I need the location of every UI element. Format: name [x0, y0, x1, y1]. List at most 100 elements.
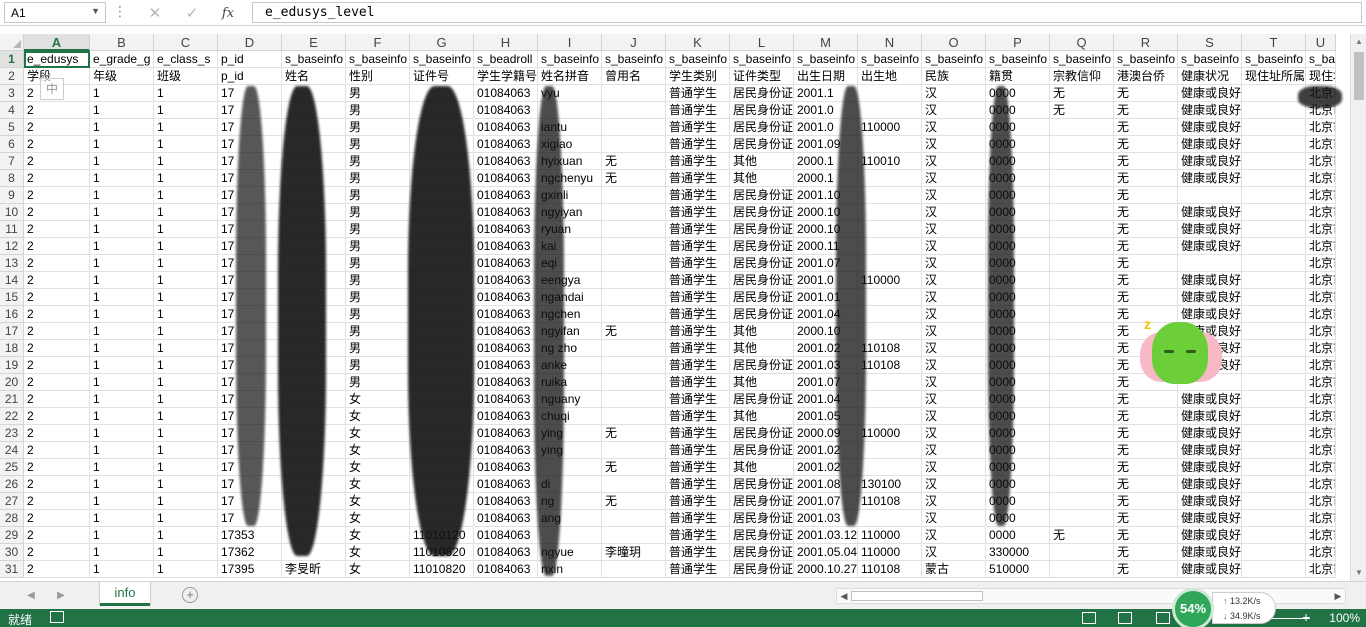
- cell-f15[interactable]: 男: [346, 289, 410, 306]
- row-header[interactable]: 19: [0, 357, 24, 374]
- cell-g1[interactable]: s_baseinfo: [410, 51, 474, 68]
- cell-q22[interactable]: [1050, 408, 1114, 425]
- cell-f18[interactable]: 男: [346, 340, 410, 357]
- cell-b21[interactable]: 1: [90, 391, 154, 408]
- cell-b15[interactable]: 1: [90, 289, 154, 306]
- cell-n18[interactable]: 110108: [858, 340, 922, 357]
- cell-n3[interactable]: [858, 85, 922, 102]
- cell-h7[interactable]: 01084063: [474, 153, 538, 170]
- row-header[interactable]: 11: [0, 221, 24, 238]
- cell-n5[interactable]: 110000: [858, 119, 922, 136]
- cell-u13[interactable]: 北京市: [1306, 255, 1336, 272]
- cell-r28[interactable]: 无: [1114, 510, 1178, 527]
- chevron-down-icon[interactable]: ▼: [91, 6, 100, 16]
- cell-f19[interactable]: 男: [346, 357, 410, 374]
- cell-q11[interactable]: [1050, 221, 1114, 238]
- cell-o11[interactable]: 汉: [922, 221, 986, 238]
- cell-n19[interactable]: 110108: [858, 357, 922, 374]
- cell-k8[interactable]: 普通学生: [666, 170, 730, 187]
- row-header[interactable]: 6: [0, 136, 24, 153]
- cell-b25[interactable]: 1: [90, 459, 154, 476]
- cell-h31[interactable]: 01084063: [474, 561, 538, 578]
- cell-f5[interactable]: 男: [346, 119, 410, 136]
- cell-l22[interactable]: 其他: [730, 408, 794, 425]
- cell-h12[interactable]: 01084063: [474, 238, 538, 255]
- cell-q25[interactable]: [1050, 459, 1114, 476]
- cell-t20[interactable]: [1242, 374, 1306, 391]
- cell-k23[interactable]: 普通学生: [666, 425, 730, 442]
- cell-s12[interactable]: 健康或良好: [1178, 238, 1242, 255]
- cell-f9[interactable]: 男: [346, 187, 410, 204]
- cell-c27[interactable]: 1: [154, 493, 218, 510]
- cell-m1[interactable]: s_baseinfo: [794, 51, 858, 68]
- cell-j31[interactable]: [602, 561, 666, 578]
- cell-q6[interactable]: [1050, 136, 1114, 153]
- row-header[interactable]: 8: [0, 170, 24, 187]
- row-header[interactable]: 27: [0, 493, 24, 510]
- column-header-e[interactable]: E: [282, 34, 346, 51]
- column-header-t[interactable]: T: [1242, 34, 1306, 51]
- cell-f14[interactable]: 男: [346, 272, 410, 289]
- cell-b22[interactable]: 1: [90, 408, 154, 425]
- cell-r14[interactable]: 无: [1114, 272, 1178, 289]
- cell-b1[interactable]: e_grade_g: [90, 51, 154, 68]
- cell-j11[interactable]: [602, 221, 666, 238]
- cell-h10[interactable]: 01084063: [474, 204, 538, 221]
- cell-s13[interactable]: [1178, 255, 1242, 272]
- cell-f2[interactable]: 性别: [346, 68, 410, 85]
- cell-k22[interactable]: 普通学生: [666, 408, 730, 425]
- cell-o6[interactable]: 汉: [922, 136, 986, 153]
- cell-a13[interactable]: 2: [24, 255, 90, 272]
- formula-input[interactable]: e_edusys_level: [252, 2, 1362, 23]
- cell-n31[interactable]: 110108: [858, 561, 922, 578]
- cell-k19[interactable]: 普通学生: [666, 357, 730, 374]
- row-header[interactable]: 12: [0, 238, 24, 255]
- cell-b13[interactable]: 1: [90, 255, 154, 272]
- cell-u5[interactable]: 北京市: [1306, 119, 1336, 136]
- cell-k3[interactable]: 普通学生: [666, 85, 730, 102]
- cell-s5[interactable]: 健康或良好: [1178, 119, 1242, 136]
- cell-a22[interactable]: 2: [24, 408, 90, 425]
- cell-b27[interactable]: 1: [90, 493, 154, 510]
- cell-r22[interactable]: 无: [1114, 408, 1178, 425]
- vertical-scrollbar[interactable]: ▲ ▼: [1350, 34, 1366, 581]
- cell-j17[interactable]: 无: [602, 323, 666, 340]
- cell-j14[interactable]: [602, 272, 666, 289]
- cell-b17[interactable]: 1: [90, 323, 154, 340]
- cell-c17[interactable]: 1: [154, 323, 218, 340]
- cell-s29[interactable]: 健康或良好: [1178, 527, 1242, 544]
- zoom-level[interactable]: 100%: [1329, 611, 1360, 625]
- cell-h29[interactable]: 01084063: [474, 527, 538, 544]
- cell-u9[interactable]: 北京市: [1306, 187, 1336, 204]
- cell-l31[interactable]: 居民身份证: [730, 561, 794, 578]
- cell-o22[interactable]: 汉: [922, 408, 986, 425]
- cell-u17[interactable]: 北京市: [1306, 323, 1336, 340]
- column-header-a[interactable]: A: [24, 34, 90, 51]
- cell-j28[interactable]: [602, 510, 666, 527]
- cell-s7[interactable]: 健康或良好: [1178, 153, 1242, 170]
- cell-o24[interactable]: 汉: [922, 442, 986, 459]
- cell-r8[interactable]: 无: [1114, 170, 1178, 187]
- cell-f16[interactable]: 男: [346, 306, 410, 323]
- cell-t28[interactable]: [1242, 510, 1306, 527]
- cell-l6[interactable]: 居民身份证: [730, 136, 794, 153]
- cell-f23[interactable]: 女: [346, 425, 410, 442]
- cell-l16[interactable]: 居民身份证: [730, 306, 794, 323]
- cell-n27[interactable]: 110108: [858, 493, 922, 510]
- cell-s4[interactable]: 健康或良好: [1178, 102, 1242, 119]
- cell-h4[interactable]: 01084063: [474, 102, 538, 119]
- cell-m31[interactable]: 2000.10.27: [794, 561, 858, 578]
- cell-a29[interactable]: 2: [24, 527, 90, 544]
- cell-r16[interactable]: 无: [1114, 306, 1178, 323]
- cell-r2[interactable]: 港澳台侨: [1114, 68, 1178, 85]
- cell-a10[interactable]: 2: [24, 204, 90, 221]
- cell-q26[interactable]: [1050, 476, 1114, 493]
- cell-b28[interactable]: 1: [90, 510, 154, 527]
- cell-n1[interactable]: s_baseinfo: [858, 51, 922, 68]
- cell-d29[interactable]: 17353: [218, 527, 282, 544]
- cell-t30[interactable]: [1242, 544, 1306, 561]
- cell-f30[interactable]: 女: [346, 544, 410, 561]
- cell-t29[interactable]: [1242, 527, 1306, 544]
- cell-f26[interactable]: 女: [346, 476, 410, 493]
